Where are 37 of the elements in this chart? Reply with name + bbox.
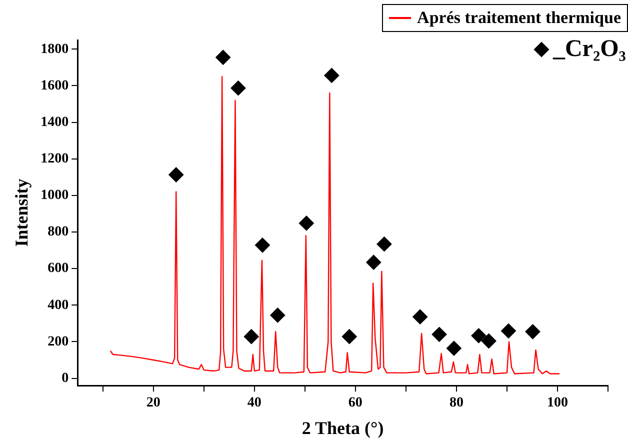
y-tick-label: 1000: [40, 188, 69, 204]
point: [500, 323, 516, 338]
y-tick-label: 400: [48, 298, 69, 313]
y-tick-label: 1600: [40, 78, 69, 94]
y-axis-title: Intensity: [11, 178, 32, 247]
point: [481, 333, 496, 348]
point: [244, 329, 259, 344]
x-tick-label: 80: [449, 396, 464, 411]
x-tick-label: 100: [546, 396, 568, 411]
point: [298, 216, 314, 231]
y-tick-label: 200: [48, 334, 69, 350]
point: [216, 50, 231, 65]
y-tick-label: 1800: [40, 42, 69, 57]
point: [412, 309, 428, 324]
x-tick-label: 60: [348, 396, 362, 411]
point: [324, 68, 340, 83]
point: [270, 308, 286, 323]
point: [446, 340, 462, 356]
x-tick-label: 40: [247, 396, 262, 411]
x-tick-label: 20: [146, 396, 160, 411]
point: [376, 236, 392, 252]
legend-label: _Cr₂O₃: [552, 36, 626, 63]
point: [366, 254, 382, 270]
point: [432, 326, 447, 342]
y-tick-label: 600: [48, 261, 69, 276]
point: [254, 238, 270, 253]
legend-label: Aprés traitement thermique: [417, 8, 621, 28]
point: [342, 329, 357, 344]
point: [230, 80, 246, 96]
point: [525, 324, 540, 340]
y-tick-label: 800: [48, 224, 69, 240]
y-tick-label: 0: [62, 370, 69, 386]
point: [471, 328, 486, 344]
point: [168, 167, 184, 182]
y-tick-label: 1400: [40, 114, 69, 130]
y-tick-label: 1200: [40, 151, 69, 166]
x-axis-title: 2 Theta (°): [302, 418, 384, 438]
